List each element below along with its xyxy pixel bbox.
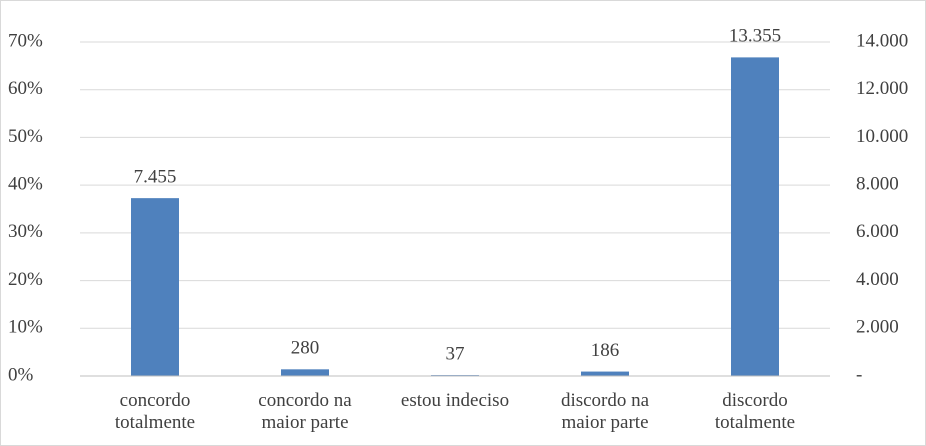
data-label: 13.355	[729, 26, 781, 47]
y2-tick-label: 8.000	[856, 174, 899, 195]
x-tick-label: discordo totalmente	[714, 390, 796, 433]
data-label: 186	[591, 340, 620, 361]
x-tick-label: estou indeciso	[400, 390, 510, 411]
data-label: 7.455	[134, 167, 177, 188]
y-tick-label: 0%	[8, 364, 34, 385]
bar	[731, 57, 779, 377]
y-tick-label: 20%	[8, 269, 43, 290]
y2-tick-label: 10.000	[856, 126, 908, 147]
bar	[581, 371, 629, 376]
y-tick-label: 30%	[8, 221, 43, 242]
y2-tick-label: 6.000	[856, 221, 899, 242]
y2-tick-label: 2.000	[856, 317, 899, 338]
y2-tick-label: 4.000	[856, 269, 899, 290]
y2-tick-label: -	[856, 364, 862, 385]
y-tick-label: 70%	[8, 30, 43, 51]
data-label: 37	[446, 343, 465, 364]
bar	[281, 369, 329, 376]
y2-tick-label: 12.000	[856, 78, 908, 99]
data-label: 280	[291, 338, 320, 359]
x-tick-label: concordo totalmente	[114, 390, 196, 433]
y-tick-label: 40%	[8, 174, 43, 195]
x-tick-label: concordo na maior parte	[258, 390, 352, 433]
bar	[131, 198, 179, 376]
y-tick-label: 60%	[8, 78, 43, 99]
y-tick-label: 50%	[8, 126, 43, 147]
x-tick-label: discordo na maior parte	[560, 390, 650, 433]
y-tick-label: 10%	[8, 317, 43, 338]
y2-tick-label: 14.000	[856, 30, 908, 51]
